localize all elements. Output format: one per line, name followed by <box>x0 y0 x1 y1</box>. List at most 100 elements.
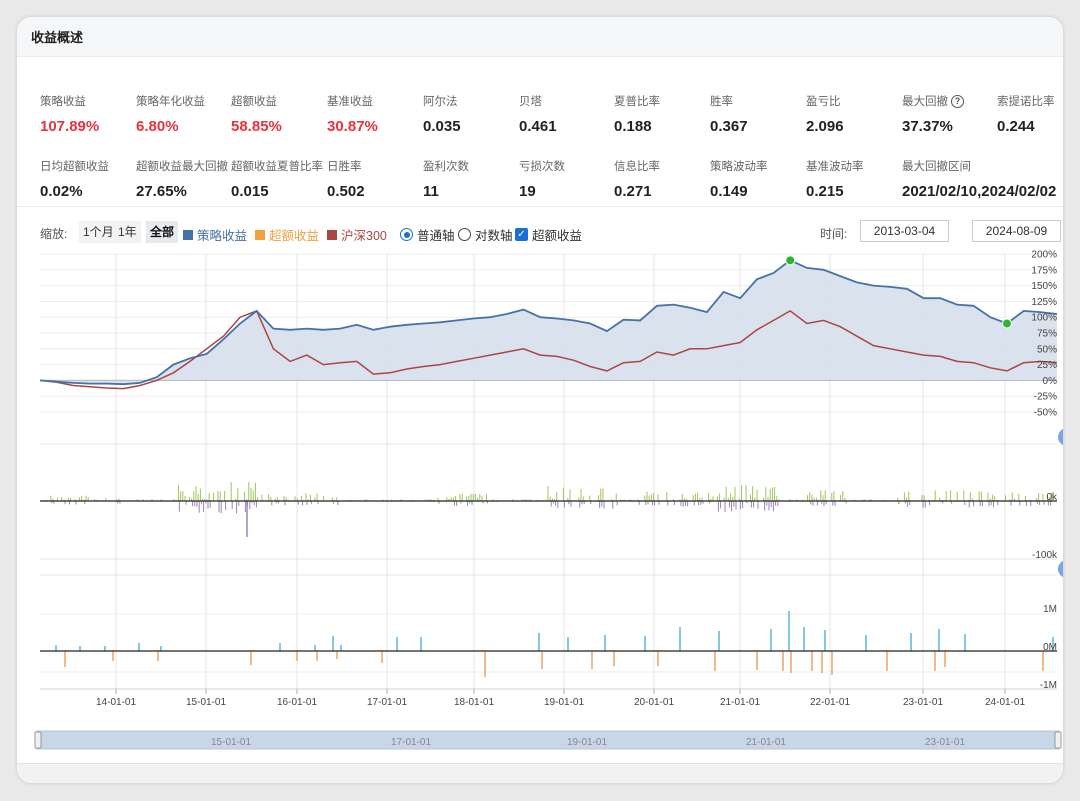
navigator-right-handle[interactable] <box>1054 731 1062 749</box>
metric-value: 11 <box>423 183 439 200</box>
navigator-range[interactable] <box>36 730 1060 750</box>
metric-label: 盈亏比 <box>806 93 902 109</box>
metric-value: 58.85% <box>231 118 282 135</box>
chart-toolbar: 缩放: 1个月 1年 全部 策略收益 超额收益 沪深300 普通轴 对数轴 ✓ … <box>40 220 1063 244</box>
y-tick-label: 0% <box>1043 376 1058 387</box>
x-tick-label: 24-01-01 <box>985 697 1025 708</box>
panel3-tick: 1M <box>1043 604 1057 615</box>
metric-value: 0.02% <box>40 183 83 200</box>
legend-strategy[interactable]: 策略收益 <box>183 225 247 244</box>
y-tick-label: 100% <box>1031 313 1057 324</box>
navigator-tick-label: 23-01-01 <box>925 737 965 748</box>
start-date-input[interactable] <box>860 220 949 242</box>
marker-max[interactable] <box>785 255 796 266</box>
metric-label-text: 索提诺比率 <box>997 96 1055 108</box>
metric-label-text: 盈亏比 <box>806 96 841 108</box>
metric-value: 30.87% <box>327 118 378 135</box>
panel2-scroll-handle[interactable] <box>1058 428 1063 446</box>
x-tick-label: 18-01-01 <box>454 697 494 708</box>
metric-label-text: 最大回撤区间 <box>902 161 971 173</box>
metric-label: 阿尔法 <box>423 93 519 109</box>
metric-row2-3: 日胜率 0.502 <box>327 158 423 200</box>
metric-label-text: 基准收益 <box>327 96 373 108</box>
legend-strategy-label: 策略收益 <box>197 229 248 243</box>
x-tick-label: 19-01-01 <box>544 697 584 708</box>
panel2-tick: 0k <box>1046 492 1058 503</box>
metric-value: 2021/02/10,2024/02/02 <box>902 183 1057 200</box>
legend-excess-label: 超额收益 <box>269 229 320 243</box>
metric-label: 最大回撤区间 <box>902 158 1063 174</box>
metric-value: 27.65% <box>136 183 187 200</box>
metric-row1-7: 胜率 0.367 <box>710 93 806 135</box>
metric-value: 0.502 <box>327 183 365 200</box>
returns-chart[interactable]: 200% 175% 150% 125% 100% 75% 50% 25% 0% -25% -50% 0… <box>17 17 1063 763</box>
axis-log-radio[interactable]: 对数轴 <box>458 225 513 244</box>
metric-label-text: 策略波动率 <box>710 161 768 173</box>
y-tick-label: 150% <box>1031 281 1057 292</box>
metric-label: 基准收益 <box>327 93 423 109</box>
zoom-1-month-button[interactable]: 1个月 <box>79 221 118 243</box>
x-tick-label: 23-01-01 <box>903 697 943 708</box>
card-header: 收益概述 <box>17 17 1063 57</box>
performance-card: 收益概述 策略收益 107.89% 策略年化收益 6.80% 超额收益 58.85% 基准收… <box>17 17 1063 783</box>
strategy-line[interactable] <box>39 259 1058 386</box>
metric-label: 盈利次数 <box>423 158 519 174</box>
date-range-label: 时间: <box>820 227 848 241</box>
excess-checkbox[interactable]: ✓ 超额收益 <box>515 225 582 244</box>
metric-label: 基准波动率 <box>806 158 902 174</box>
metric-value: 6.80% <box>136 118 179 135</box>
legend-hs300-label: 沪深300 <box>341 229 387 243</box>
metric-row1-8: 盈亏比 2.096 <box>806 93 902 135</box>
panel3-scroll-handle[interactable] <box>1058 560 1063 578</box>
panel3-tick: 0M <box>1043 642 1057 653</box>
metric-label-text: 日均超额收益 <box>40 161 109 173</box>
axis-normal-radio[interactable]: 普通轴 <box>400 225 455 244</box>
metric-label: 超额收益最大回撤 <box>136 158 232 174</box>
legend-hs300[interactable]: 沪深300 <box>327 225 387 244</box>
metric-row1-0: 策略收益 107.89% <box>40 93 136 135</box>
y-tick-label: 200% <box>1031 250 1057 261</box>
metric-row1-5: 贝塔 0.461 <box>519 93 615 135</box>
strategy-area <box>40 260 1057 385</box>
metric-row1-1: 策略年化收益 6.80% <box>136 93 232 135</box>
y-tick-label: 125% <box>1031 297 1057 308</box>
metric-row2-7: 策略波动率 0.149 <box>710 158 806 200</box>
metric-row1-4: 阿尔法 0.035 <box>423 93 519 135</box>
hs300-line[interactable] <box>39 309 1058 390</box>
navigator-tick-label: 15-01-01 <box>211 737 251 748</box>
metric-label: 超额收益夏普比率 <box>231 158 327 174</box>
metric-value: 19 <box>519 183 536 200</box>
metric-label-text: 策略年化收益 <box>136 96 205 108</box>
zoom-1-year-button[interactable]: 1年 <box>114 221 141 243</box>
metric-row2-6: 信息比率 0.271 <box>614 158 710 200</box>
metric-value: 0.188 <box>614 118 652 135</box>
metric-row2-9: 最大回撤区间 2021/02/10,2024/02/02 <box>902 158 1063 200</box>
zoom-all-button[interactable]: 全部 <box>146 221 179 243</box>
metric-label-text: 日胜率 <box>327 161 362 173</box>
y-tick-label: -50% <box>1034 408 1057 419</box>
help-icon[interactable]: ? <box>951 94 964 108</box>
metric-label: 索提诺比率 <box>997 93 1063 109</box>
metric-row2-4: 盈利次数 11 <box>423 158 519 200</box>
navigator-left-handle[interactable] <box>34 731 42 749</box>
metric-label: 策略波动率 <box>710 158 806 174</box>
metric-row2-1: 超额收益最大回撤 27.65% <box>136 158 232 200</box>
metric-row1-10: 索提诺比率 0.244 <box>997 93 1063 135</box>
metric-row1-6: 夏普比率 0.188 <box>614 93 710 135</box>
metric-value: 0.035 <box>423 118 461 135</box>
metric-value: 0.015 <box>231 183 269 200</box>
metric-label: 日均超额收益 <box>40 158 136 174</box>
metric-label-text: 策略收益 <box>40 96 86 108</box>
metric-label-text: 贝塔 <box>519 96 542 108</box>
bottom-strip <box>17 763 1063 783</box>
y-tick-label: 25% <box>1037 360 1057 371</box>
end-date-input[interactable] <box>972 220 1061 242</box>
metric-label-text: 超额收益 <box>231 96 277 108</box>
navigator-tick-label: 19-01-01 <box>567 737 607 748</box>
marker-min[interactable] <box>1001 318 1012 329</box>
legend-excess[interactable]: 超额收益 <box>255 225 319 244</box>
navigator-tick-label: 21-01-01 <box>746 737 786 748</box>
x-tick-label: 22-01-01 <box>810 697 850 708</box>
excess-checkbox-label: 超额收益 <box>532 229 583 243</box>
metric-value: 37.37% <box>902 118 953 135</box>
